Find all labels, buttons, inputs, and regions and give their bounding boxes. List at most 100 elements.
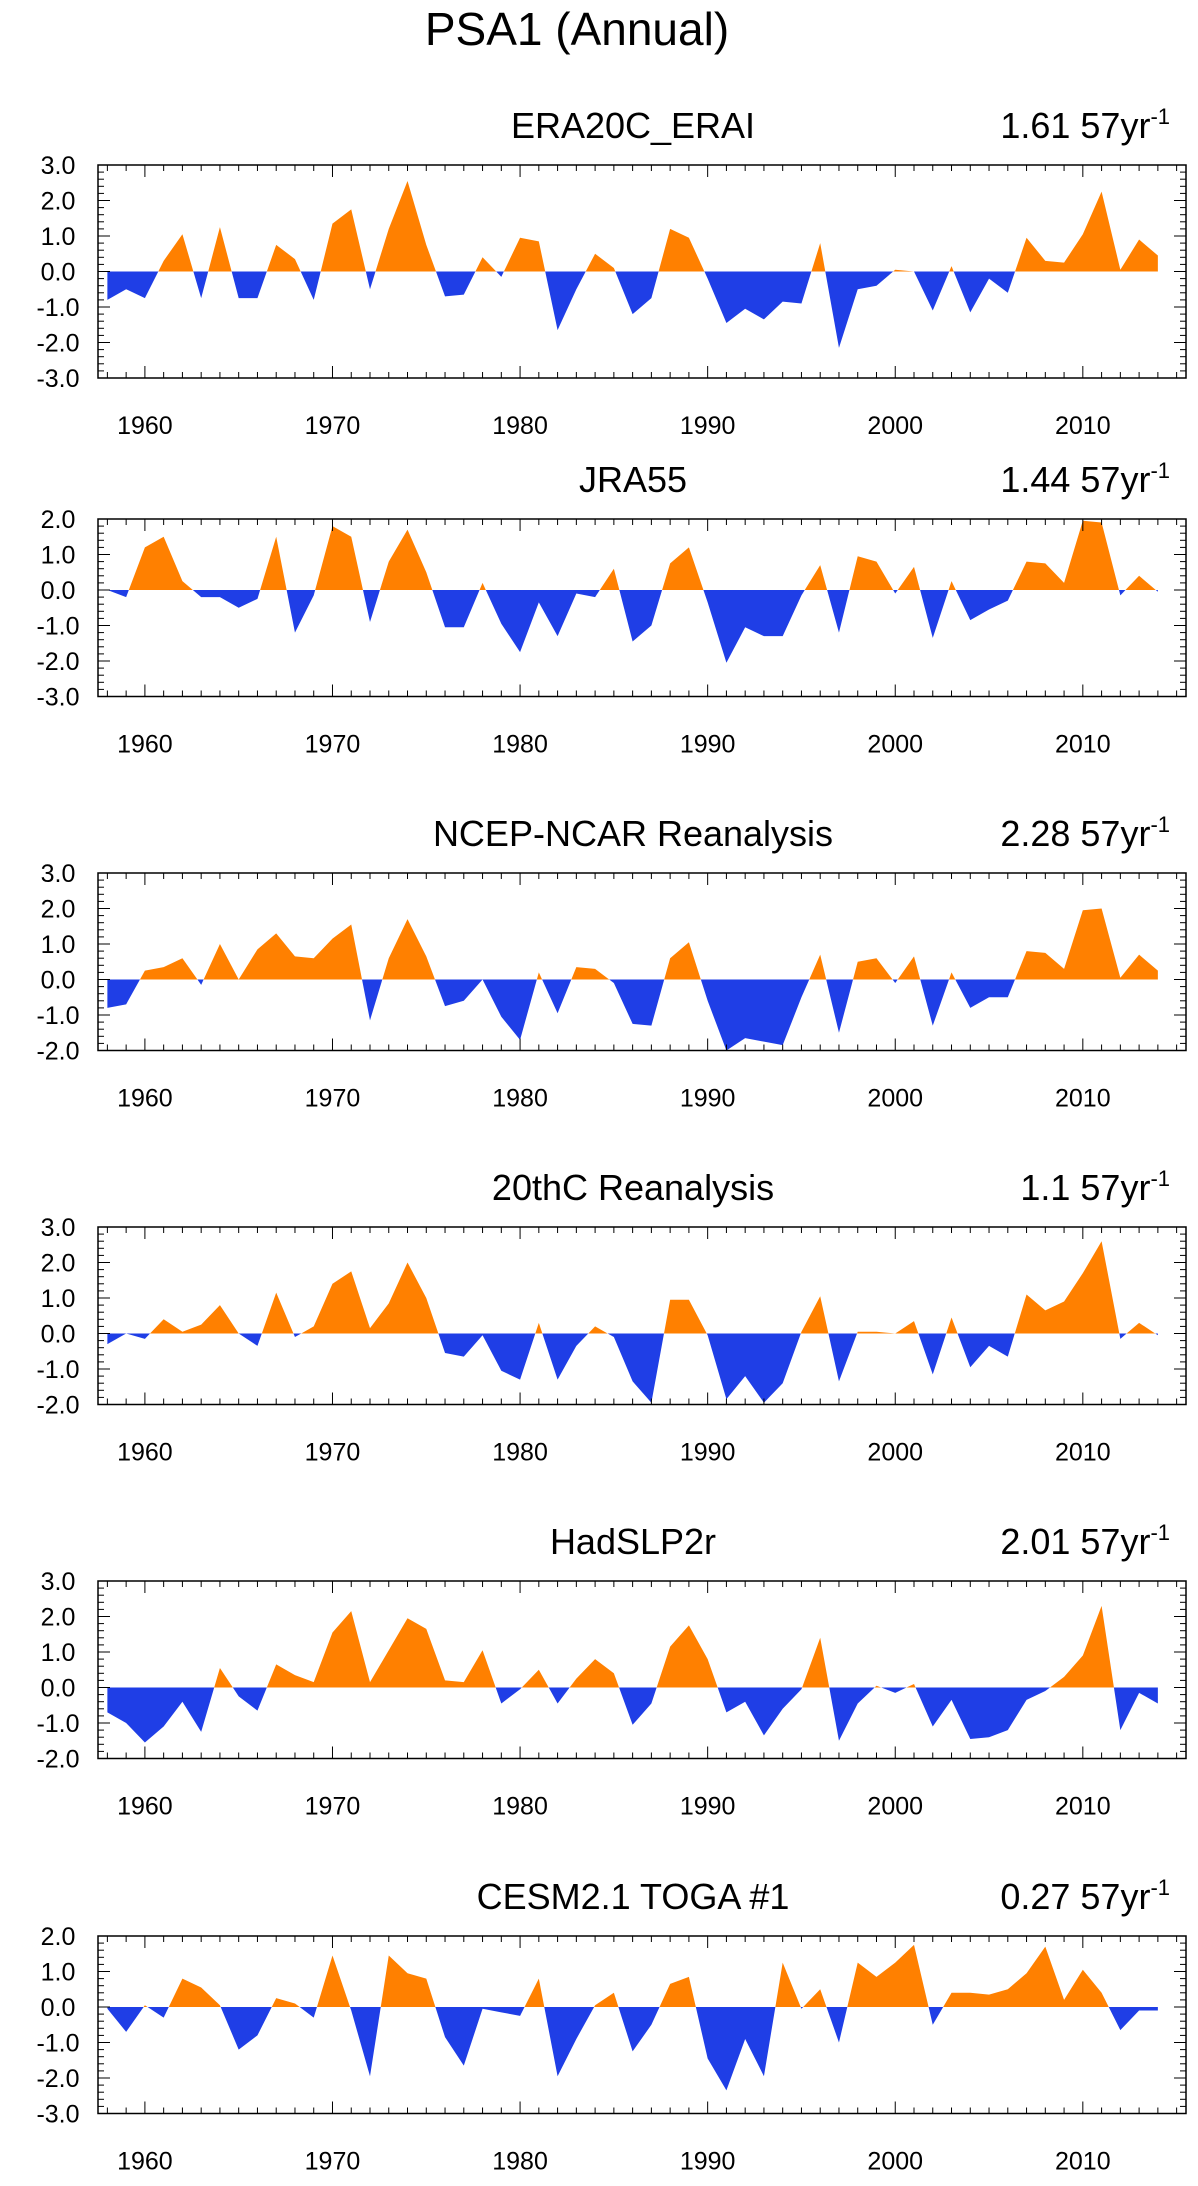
trend-value: 1.44 — [1000, 459, 1070, 500]
y-tick-label: -1.0 — [36, 1002, 79, 1030]
y-tick-label: -2.0 — [36, 1746, 79, 1774]
y-tick-label: -1.0 — [36, 613, 79, 641]
trend-unit-exponent: -1 — [1150, 812, 1170, 837]
x-tick-label: 2000 — [867, 2148, 923, 2176]
plot-frame — [97, 1580, 1187, 1760]
y-tick-label: 2.0 — [41, 1604, 76, 1632]
y-tick-label: -3.0 — [36, 684, 79, 712]
x-tick-label: 1960 — [117, 1085, 173, 1113]
y-tick-label: 3.0 — [41, 1214, 76, 1242]
x-tick-label: 2000 — [867, 1439, 923, 1467]
y-tick-label: -2.0 — [36, 1392, 79, 1420]
y-tick-label: 0.0 — [41, 1321, 76, 1349]
trend-value: 1.61 — [1000, 105, 1070, 146]
x-tick-label: 1970 — [305, 412, 361, 440]
y-tick-label: -1.0 — [36, 2030, 79, 2058]
panel-title: NCEP-NCAR Reanalysis — [433, 813, 833, 854]
trend-unit: 57yr — [1080, 459, 1150, 500]
trend-value: 0.27 — [1000, 1876, 1070, 1917]
negative-area — [107, 2007, 1158, 2091]
trend-unit-exponent: -1 — [1150, 104, 1170, 129]
trend-unit: 57yr — [1080, 1521, 1150, 1562]
x-tick-label: 1980 — [492, 2148, 548, 2176]
trend-label: 1.1 57yr-1 — [1020, 1166, 1170, 1208]
x-tick-label: 1980 — [492, 1439, 548, 1467]
trend-label: 1.61 57yr-1 — [1000, 104, 1170, 146]
x-tick-label: 1960 — [117, 731, 173, 759]
panel-title: HadSLP2r — [550, 1521, 716, 1562]
x-tick-label: 2000 — [867, 1085, 923, 1113]
y-tick-label: 1.0 — [41, 1959, 76, 1987]
x-tick-label: 2010 — [1055, 1085, 1111, 1113]
positive-area — [107, 1241, 1158, 1334]
negative-area — [107, 1333, 1158, 1403]
x-tick-label: 1990 — [680, 731, 736, 759]
x-tick-label: 1980 — [492, 1085, 548, 1113]
y-tick-label: 0.0 — [41, 967, 76, 995]
panels: 3.0 2.0 1.0 0.0 -1.0 -2.0 -3.0 1960 1970 1980 1990… — [36, 104, 1187, 2176]
trend-value: 2.28 — [1000, 813, 1070, 854]
y-tick-label: 1.0 — [41, 223, 76, 251]
panel-5: 3.0 2.0 1.0 0.0 -1.0 -2.0 1960 1970 1980 1990 2000… — [36, 1520, 1187, 1821]
y-tick-label: 0.0 — [41, 1675, 76, 1703]
trend-unit: 57yr — [1080, 105, 1150, 146]
y-tick-label: 0.0 — [41, 259, 76, 287]
y-tick-label: 1.0 — [41, 931, 76, 959]
x-tick-label: 1970 — [305, 2148, 361, 2176]
trend-label: 2.01 57yr-1 — [1000, 1520, 1170, 1562]
negative-area — [107, 1687, 1158, 1743]
y-tick-label: 2.0 — [41, 1923, 76, 1951]
x-tick-label: 2000 — [867, 1793, 923, 1821]
y-tick-label: -2.0 — [36, 648, 79, 676]
x-tick-label: 1970 — [305, 1793, 361, 1821]
x-tick-label: 1980 — [492, 731, 548, 759]
figure-title: PSA1 (Annual) — [425, 3, 729, 55]
y-tick-label: 2.0 — [41, 1250, 76, 1278]
panel-title: 20thC Reanalysis — [492, 1167, 774, 1208]
trend-unit: 57yr — [1080, 1167, 1150, 1208]
x-tick-label: 1960 — [117, 412, 173, 440]
y-tick-label: 1.0 — [41, 1639, 76, 1667]
negative-area — [107, 979, 1158, 1051]
negative-area — [107, 590, 1158, 663]
panel-4: 3.0 2.0 1.0 0.0 -1.0 -2.0 1960 1970 1980 1990 2000… — [36, 1166, 1187, 1467]
x-tick-label: 2010 — [1055, 1439, 1111, 1467]
plot-frame — [97, 1226, 1187, 1406]
y-tick-label: 3.0 — [41, 860, 76, 888]
panel-3: 3.0 2.0 1.0 0.0 -1.0 -2.0 1960 1970 1980 1990 2000… — [36, 812, 1187, 1113]
x-tick-label: 1990 — [680, 412, 736, 440]
trend-value: 1.1 — [1020, 1167, 1070, 1208]
x-tick-label: 1980 — [492, 412, 548, 440]
trend-label: 2.28 57yr-1 — [1000, 812, 1170, 854]
panel-title: CESM2.1 TOGA #1 — [477, 1876, 790, 1917]
y-tick-label: -2.0 — [36, 330, 79, 358]
y-tick-label: -2.0 — [36, 1038, 79, 1066]
x-tick-label: 1980 — [492, 1793, 548, 1821]
x-tick-label: 1990 — [680, 1439, 736, 1467]
plot-frame — [97, 1935, 1187, 2115]
panel-6: 2.0 1.0 0.0 -1.0 -2.0 -3.0 1960 1970 1980 1990 200… — [36, 1875, 1187, 2176]
positive-area — [107, 1605, 1158, 1688]
y-tick-label: 1.0 — [41, 1285, 76, 1313]
y-tick-label: 2.0 — [41, 506, 76, 534]
y-tick-label: -1.0 — [36, 1356, 79, 1384]
x-tick-label: 1990 — [680, 1793, 736, 1821]
panel-1: 3.0 2.0 1.0 0.0 -1.0 -2.0 -3.0 1960 1970 1980 1990… — [36, 104, 1187, 440]
positive-area — [107, 1944, 1158, 2007]
x-tick-label: 1960 — [117, 2148, 173, 2176]
x-tick-label: 2000 — [867, 412, 923, 440]
y-tick-label: 0.0 — [41, 577, 76, 605]
x-tick-label: 1960 — [117, 1439, 173, 1467]
negative-area — [107, 271, 1158, 348]
trend-unit-exponent: -1 — [1150, 1520, 1170, 1545]
trend-value: 2.01 — [1000, 1521, 1070, 1562]
x-tick-label: 2000 — [867, 731, 923, 759]
trend-unit-exponent: -1 — [1150, 458, 1170, 483]
x-tick-label: 2010 — [1055, 731, 1111, 759]
trend-label: 1.44 57yr-1 — [1000, 458, 1170, 500]
y-tick-label: -1.0 — [36, 1710, 79, 1738]
trend-unit-exponent: -1 — [1150, 1875, 1170, 1900]
x-tick-label: 2010 — [1055, 412, 1111, 440]
positive-area — [107, 908, 1158, 980]
